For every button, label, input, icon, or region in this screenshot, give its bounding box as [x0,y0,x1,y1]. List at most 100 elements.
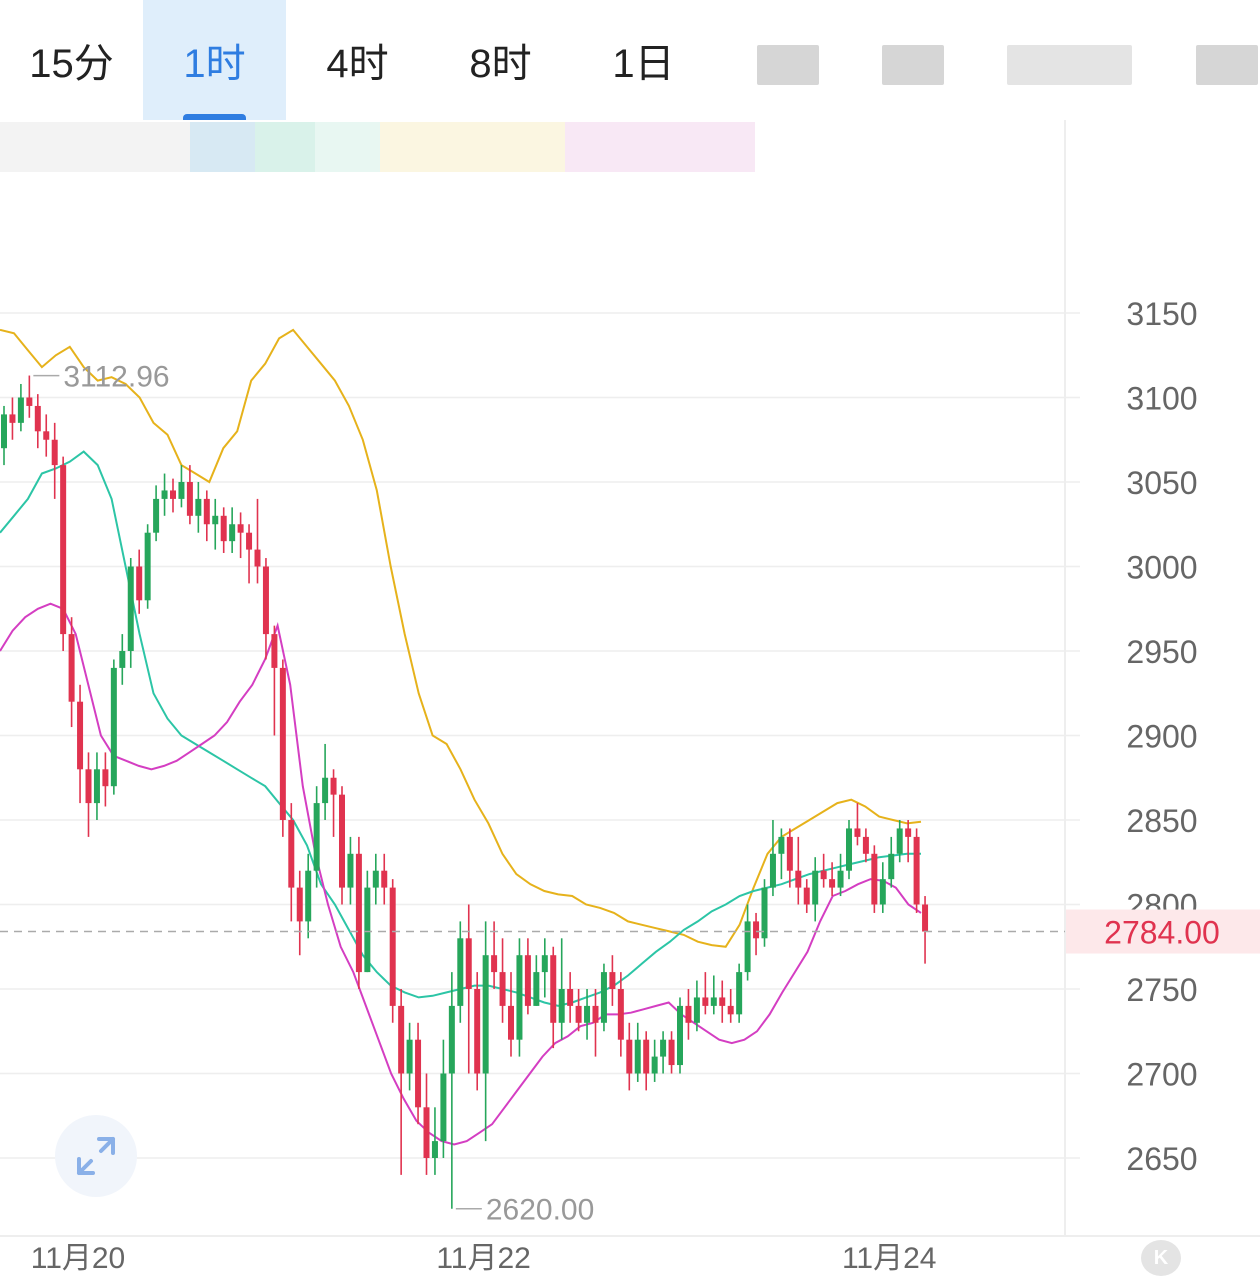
legend-block [0,122,190,172]
candle-body [43,431,50,440]
candle-body [533,972,540,1006]
candle-body [339,794,345,888]
k-logo-icon[interactable]: K [1141,1240,1181,1276]
y-tick-label: 2650 [1126,1141,1197,1177]
candle-body [871,853,878,905]
tab-1hour[interactable]: 1时 [143,0,286,120]
candle-body [888,853,895,880]
candle-body [879,879,886,905]
candle-body [643,1039,650,1074]
candle-body [905,828,912,837]
tab-label: 15分 [29,42,114,86]
expand-button[interactable] [55,1115,137,1197]
y-axis-labels: 3150310030503000295029002850280027502700… [1126,296,1197,1177]
current-price-line: 2784.00 [0,909,1260,954]
candle-body [440,1073,447,1142]
legend-block [380,122,565,172]
y-tick-label: 2750 [1126,972,1197,1008]
candle-body [51,439,58,466]
tab-8hour[interactable]: 8时 [429,0,572,120]
candle-body [26,397,33,406]
grid-lines [0,312,1080,1159]
legend-block [190,122,255,172]
candle-body [372,870,379,888]
y-tick-label: 3100 [1126,381,1197,417]
candle-body [9,414,16,423]
candle-body [550,955,557,1023]
candle-body [406,1039,413,1074]
tab-1day[interactable]: 1日 [572,0,715,120]
candle-body [431,1141,438,1158]
candle-body [736,972,743,1015]
candle-body [313,803,320,871]
y-tick-label: 2850 [1126,803,1197,839]
candle-body [651,1056,658,1074]
candle-body [778,836,785,854]
candle-body [617,989,624,1040]
tab-15min[interactable]: 15分 [0,0,143,120]
candle-body [600,972,607,1023]
candle-body [288,820,295,888]
candle-body [364,887,371,973]
candle-body [77,701,84,770]
candle-body [693,997,700,1023]
candle-body [322,777,329,804]
candle-body [220,515,227,542]
candle-body [744,921,751,973]
candle-body [677,1005,683,1066]
candle-body [922,904,929,932]
candle-body [575,1005,582,1023]
candle-body [846,828,852,871]
candle-body [465,938,472,989]
x-tick-label: 11月20 [31,1242,126,1275]
candle-body [203,498,210,525]
candle-body [837,870,844,888]
candle-body [567,989,574,1006]
current-price-label: 2784.00 [1104,915,1220,951]
candle-body [68,634,75,702]
obscured-tab-2 [882,45,944,85]
candle-body [786,836,793,871]
obscured-tab-3 [1007,45,1132,85]
candle-body [34,405,41,432]
candle-body [17,397,24,423]
tab-4hour[interactable]: 4时 [286,0,429,120]
tab-label: 1日 [612,42,675,86]
candle-body [584,1005,591,1023]
candle-body [558,989,565,1023]
candle-body [170,490,176,499]
candle-body [609,972,616,989]
tab-label: 8时 [469,42,532,86]
candle-body [423,1107,430,1158]
min-price-marker-label: 2620.00 [486,1194,594,1227]
candle-body [279,667,286,820]
upper-band-line [0,328,922,948]
candle-body [127,566,134,651]
candle-body [516,955,523,1040]
candle-body [482,955,489,1074]
candle-body [592,1005,599,1023]
candles [1,375,929,1209]
candle-body [178,482,185,499]
active-tab-indicator [183,114,246,120]
candle-body [795,870,802,888]
candle-body [136,566,143,601]
indicator-legend-obscured [0,122,760,172]
candle-body [829,879,836,888]
candle-body [896,828,903,854]
candle-body [499,972,506,1006]
candle-body [195,498,202,516]
candle-body [719,997,726,1006]
y-tick-label: 3150 [1126,296,1197,332]
timeframe-tabbar: 15分 1时 4时 8时 1日 [0,0,1260,120]
candle-body [246,532,253,550]
candle-body [913,836,920,905]
candle-body [524,955,531,1006]
lower-band-line [0,602,922,1146]
candle-body [448,1005,455,1074]
candle-body [161,490,168,499]
candle-body [710,997,717,1006]
candle-body [508,1005,514,1040]
candlestick-chart[interactable]: 3150310030503000295029002850280027502700… [0,120,1260,1279]
candle-body [668,1039,675,1066]
